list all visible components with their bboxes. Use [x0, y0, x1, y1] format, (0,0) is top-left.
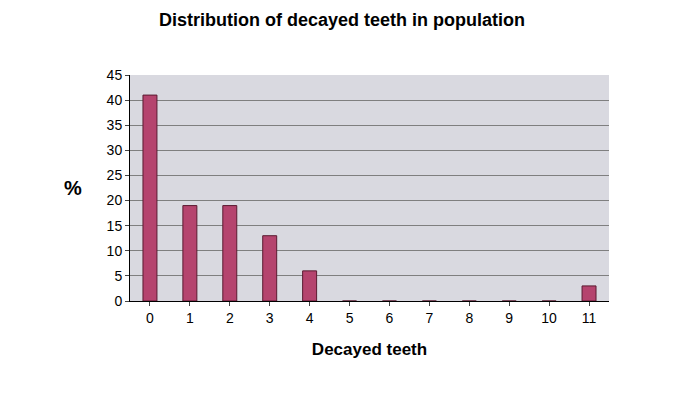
- svg-text:35: 35: [107, 117, 123, 133]
- svg-text:10: 10: [107, 243, 123, 259]
- svg-text:Decayed teeth: Decayed teeth: [312, 340, 427, 359]
- svg-text:15: 15: [107, 218, 123, 234]
- svg-text:5: 5: [346, 310, 354, 326]
- svg-text:20: 20: [107, 192, 123, 208]
- svg-text:10: 10: [541, 310, 557, 326]
- svg-text:3: 3: [266, 310, 274, 326]
- svg-text:6: 6: [386, 310, 394, 326]
- svg-text:1: 1: [186, 310, 194, 326]
- svg-text:7: 7: [425, 310, 433, 326]
- svg-text:2: 2: [226, 310, 234, 326]
- svg-text:5: 5: [114, 268, 122, 284]
- svg-text:%: %: [64, 177, 82, 199]
- svg-text:4: 4: [306, 310, 314, 326]
- svg-text:Distribution of decayed teeth: Distribution of decayed teeth in populat…: [159, 10, 525, 30]
- svg-text:30: 30: [107, 142, 123, 158]
- svg-text:40: 40: [107, 92, 123, 108]
- svg-text:0: 0: [146, 310, 154, 326]
- svg-text:8: 8: [465, 310, 473, 326]
- svg-text:11: 11: [582, 310, 597, 326]
- svg-text:45: 45: [107, 67, 123, 83]
- svg-text:25: 25: [107, 167, 123, 183]
- svg-text:9: 9: [505, 310, 513, 326]
- svg-text:0: 0: [114, 293, 122, 309]
